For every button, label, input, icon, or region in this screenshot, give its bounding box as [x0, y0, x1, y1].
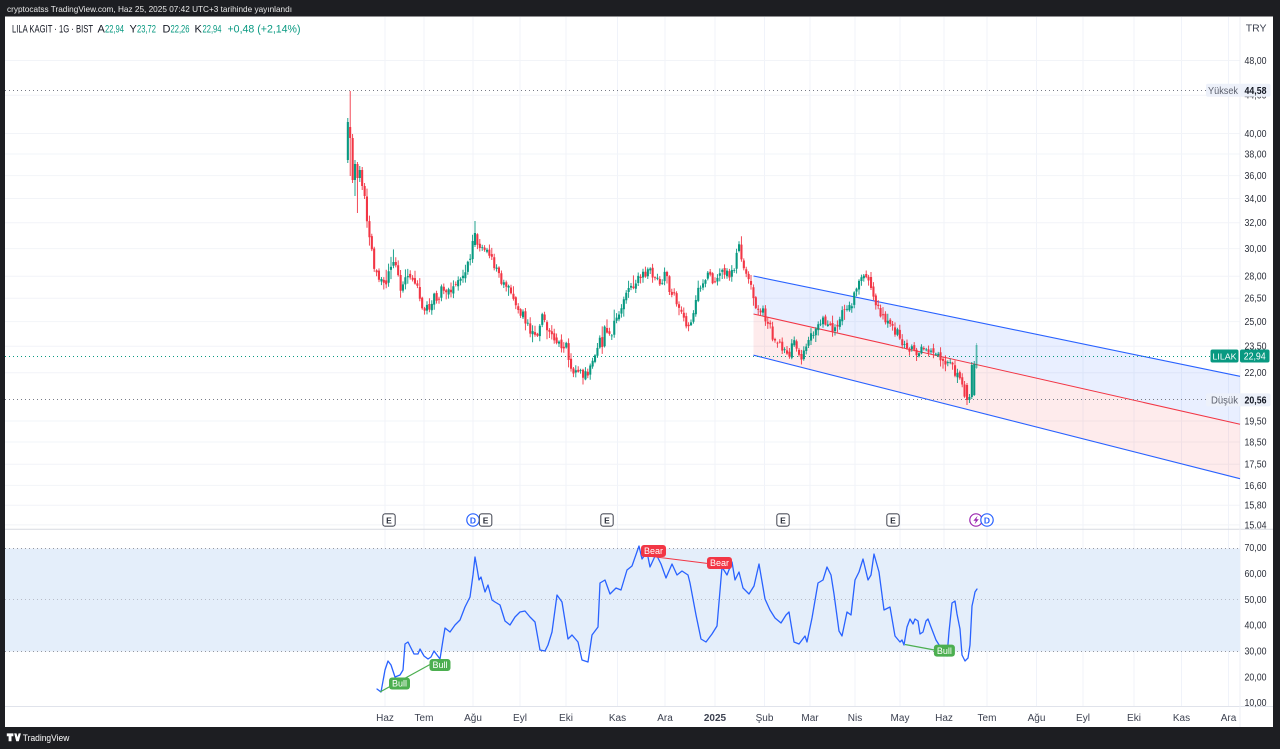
svg-text:D: D: [163, 24, 171, 36]
svg-text:15.04: 15.04: [1245, 520, 1267, 531]
svg-text:Tem: Tem: [978, 713, 997, 724]
svg-text:Kas: Kas: [1173, 713, 1190, 724]
svg-text:Eyl: Eyl: [513, 713, 527, 724]
svg-text:Düşük: Düşük: [1211, 396, 1239, 407]
svg-text:E: E: [890, 515, 896, 525]
svg-text:70,00: 70,00: [1245, 543, 1267, 554]
svg-text:2025: 2025: [704, 713, 727, 724]
svg-text:Y: Y: [130, 24, 138, 36]
svg-text:Tem: Tem: [415, 713, 434, 724]
svg-text:K: K: [195, 24, 203, 36]
svg-text:Haz: Haz: [935, 713, 953, 724]
svg-text:19,50: 19,50: [1245, 416, 1267, 427]
svg-text:22,94: 22,94: [1244, 352, 1266, 363]
svg-text:Bull: Bull: [937, 646, 952, 656]
svg-text:May: May: [891, 713, 910, 724]
svg-text:38,00: 38,00: [1245, 149, 1267, 160]
svg-text:25,00: 25,00: [1245, 317, 1267, 328]
svg-text:Eki: Eki: [559, 713, 573, 724]
svg-text:Mar: Mar: [801, 713, 819, 724]
svg-text:16,60: 16,60: [1245, 481, 1267, 492]
svg-text:22,00: 22,00: [1245, 368, 1267, 379]
svg-text:LILA KAGIT · 1G · BIST: LILA KAGIT · 1G · BIST: [12, 24, 93, 36]
svg-text:15,80: 15,80: [1245, 501, 1267, 512]
svg-text:34,00: 34,00: [1245, 194, 1267, 205]
svg-text:Eki: Eki: [1127, 713, 1141, 724]
svg-text:Ağu: Ağu: [1028, 713, 1046, 724]
svg-text:Yüksek: Yüksek: [1208, 86, 1239, 97]
svg-text:28,00: 28,00: [1245, 272, 1267, 283]
svg-text:Haz: Haz: [376, 713, 394, 724]
svg-text:Bull: Bull: [392, 679, 407, 689]
svg-text:40,00: 40,00: [1245, 129, 1267, 140]
svg-text:40,00: 40,00: [1245, 621, 1267, 632]
svg-text:17,50: 17,50: [1245, 460, 1267, 471]
svg-text:22,94: 22,94: [203, 24, 222, 36]
svg-text:D: D: [984, 515, 990, 525]
svg-text:Bear: Bear: [644, 546, 663, 556]
svg-text:Bull: Bull: [432, 660, 447, 670]
svg-text:cryptocatss TradingView.com, H: cryptocatss TradingView.com, Haz 25, 202…: [7, 4, 292, 14]
svg-text:E: E: [604, 515, 610, 525]
svg-text:50,00: 50,00: [1245, 595, 1267, 606]
svg-text:22,94: 22,94: [105, 24, 124, 36]
svg-text:48,00: 48,00: [1245, 56, 1267, 67]
svg-text:E: E: [483, 515, 489, 525]
svg-text:Ara: Ara: [657, 713, 673, 724]
svg-text:60,00: 60,00: [1245, 569, 1267, 580]
svg-text:44,58: 44,58: [1245, 86, 1267, 97]
svg-text:Eyl: Eyl: [1076, 713, 1090, 724]
svg-text:22,26: 22,26: [171, 24, 190, 36]
svg-text:36,00: 36,00: [1245, 171, 1267, 182]
svg-text:TRY: TRY: [1246, 23, 1267, 35]
svg-text:A: A: [98, 24, 106, 36]
svg-text:20,56: 20,56: [1245, 396, 1267, 407]
svg-text:Şub: Şub: [756, 713, 774, 724]
svg-text:+0,48 (+2,14%): +0,48 (+2,14%): [228, 24, 301, 36]
svg-text:Bear: Bear: [710, 558, 729, 568]
svg-text:Ara: Ara: [1221, 713, 1237, 724]
svg-text:Ağu: Ağu: [464, 713, 482, 724]
svg-text:30,00: 30,00: [1245, 647, 1267, 658]
svg-text:Nis: Nis: [848, 713, 862, 724]
svg-text:E: E: [780, 515, 786, 525]
svg-text:E: E: [386, 515, 392, 525]
svg-text:TradingView: TradingView: [23, 733, 70, 744]
svg-text:LILAK: LILAK: [1213, 351, 1237, 361]
svg-text:23,72: 23,72: [137, 24, 156, 36]
svg-text:23,50: 23,50: [1245, 342, 1267, 353]
svg-text:20,00: 20,00: [1245, 672, 1267, 683]
svg-text:30,00: 30,00: [1245, 244, 1267, 255]
svg-text:32,00: 32,00: [1245, 218, 1267, 229]
svg-text:D: D: [470, 515, 476, 525]
svg-text:18,50: 18,50: [1245, 437, 1267, 448]
svg-text:10,00: 10,00: [1245, 698, 1267, 709]
svg-text:26,50: 26,50: [1245, 294, 1267, 305]
svg-text:Kas: Kas: [609, 713, 626, 724]
